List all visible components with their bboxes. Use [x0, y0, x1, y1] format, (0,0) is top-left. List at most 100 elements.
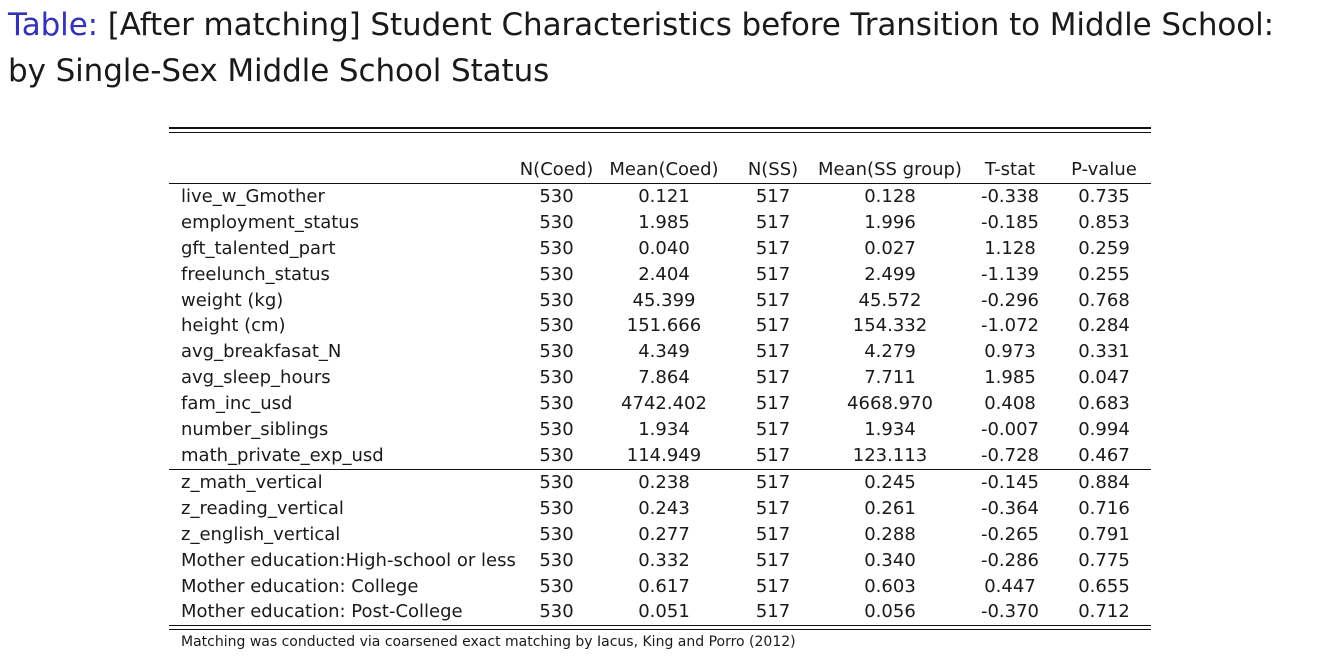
- table-cell: 530: [539, 419, 574, 441]
- table-cell: 114.949: [599, 442, 729, 470]
- table-cell: 517: [755, 549, 791, 571]
- table-cell: 1.128: [984, 237, 1036, 259]
- table-cell: 7.711: [864, 367, 916, 389]
- table-cell: 530: [539, 497, 574, 519]
- table-cell: 517: [755, 237, 791, 259]
- table-cell: 7.864: [638, 367, 690, 389]
- table-cell: 517: [755, 185, 791, 207]
- table-cell: -0.338: [980, 185, 1040, 207]
- table-cell: 1.934: [638, 419, 690, 441]
- table-cell: 530: [539, 263, 574, 285]
- row-label: avg_sleep_hours: [181, 367, 331, 389]
- table-bottom-rule: [169, 629, 1151, 631]
- table-cell: 123.113: [817, 442, 963, 470]
- table-cell: 530: [514, 599, 599, 627]
- table-row: height (cm) 530 151.666 517 154.332 -1.072 0.2…: [169, 313, 1151, 339]
- table-cell: 530: [539, 549, 574, 571]
- table-cell: 517: [755, 341, 791, 363]
- table-cell: 530: [539, 237, 574, 259]
- column-header: T-stat: [963, 157, 1057, 184]
- row-label: live_w_Gmother: [181, 185, 325, 207]
- table-cell: 1.934: [864, 419, 916, 441]
- table-cell: 517: [755, 263, 791, 285]
- table-cell: 0.245: [864, 471, 916, 493]
- results-table-container: N(Coed) Mean(Coed) N(SS) Mean(SS group) …: [169, 127, 1151, 652]
- table-cell: 0.277: [638, 523, 690, 545]
- table-cell: 0.467: [1057, 442, 1151, 470]
- table-cell: 0.994: [1078, 419, 1130, 441]
- table-cell: 0.655: [1078, 575, 1130, 597]
- table-cell: -1.072: [980, 315, 1040, 337]
- table-cell: 0.332: [638, 549, 690, 571]
- table-cell: 0.121: [638, 185, 690, 207]
- table-row: gft_talented_part 530 0.040 517 0.027 1.128 0.…: [169, 236, 1151, 262]
- table-cell: 0.040: [638, 237, 690, 259]
- table-cell: 0.768: [1078, 289, 1130, 311]
- table-cell: 530: [539, 185, 574, 207]
- table-cell: 4.349: [638, 341, 690, 363]
- table-cell: 530: [539, 471, 574, 493]
- column-header: N(Coed): [514, 157, 599, 184]
- table-row: fam_inc_usd 530 4742.402 517 4668.970 0.408 0.…: [169, 391, 1151, 417]
- row-label: employment_status: [181, 211, 360, 233]
- row-label: z_english_vertical: [181, 523, 341, 545]
- table-row: number_siblings 530 1.934 517 1.934 -0.007 0.9…: [169, 417, 1151, 443]
- table-cell: -0.728: [963, 442, 1057, 470]
- table-cell: 0.238: [638, 471, 690, 493]
- table-cell: 530: [514, 442, 599, 470]
- table-cell: -0.286: [980, 549, 1040, 571]
- table-cell: 0.027: [864, 237, 916, 259]
- column-header: P-value: [1057, 157, 1151, 184]
- table-cell: 530: [539, 289, 574, 311]
- table-cell: 0.735: [1078, 185, 1130, 207]
- table-top-rule: [169, 127, 1151, 129]
- table-note: Matching was conducted via coarsened exa…: [181, 634, 796, 651]
- table-cell: 0.716: [1078, 497, 1130, 519]
- table-top-rule-inner: [169, 132, 1151, 133]
- table-row: Mother education: Post-College 530 0.051 51…: [169, 599, 1151, 627]
- table-cell: 517: [755, 289, 791, 311]
- row-label: Mother education: College: [181, 575, 419, 597]
- table-row: z_reading_vertical 530 0.243 517 0.261 -0.364…: [169, 496, 1151, 522]
- table-cell: 0.712: [1057, 599, 1151, 627]
- row-label: height (cm): [181, 315, 286, 337]
- table-cell: -0.007: [980, 419, 1040, 441]
- table-row: avg_breakfasat_N 530 4.349 517 4.279 0.973 0.3…: [169, 339, 1151, 365]
- table-header-row: N(Coed) Mean(Coed) N(SS) Mean(SS group) …: [169, 157, 1151, 184]
- title-prefix: Table:: [8, 7, 99, 43]
- table-cell: 517: [755, 523, 791, 545]
- row-label: avg_breakfasat_N: [181, 341, 342, 363]
- table-cell: 517: [755, 367, 791, 389]
- table-cell: 0.128: [864, 185, 916, 207]
- row-label: fam_inc_usd: [181, 393, 293, 415]
- table-cell: 0.261: [864, 497, 916, 519]
- table-cell: 0.775: [1078, 549, 1130, 571]
- title-text: [After matching] Student Characteristics…: [8, 7, 1274, 89]
- table-cell: 45.399: [632, 289, 696, 311]
- table-cell: -0.265: [980, 523, 1040, 545]
- table-cell: 530: [539, 575, 574, 597]
- table-cell: 0.288: [864, 523, 916, 545]
- column-header: N(SS): [729, 157, 817, 184]
- table-cell: 517: [729, 599, 817, 627]
- row-label: weight (kg): [181, 289, 284, 311]
- row-label: gft_talented_part: [181, 237, 336, 259]
- table-row: freelunch_status 530 2.404 517 2.499 -1.139 0.…: [169, 262, 1151, 288]
- slide-title: Table: [After matching] Student Characte…: [8, 2, 1313, 94]
- table-cell: 154.332: [852, 315, 928, 337]
- table-cell: 517: [755, 471, 791, 493]
- table-cell: -0.185: [980, 211, 1040, 233]
- table-cell: 2.404: [638, 263, 690, 285]
- table-cell: 0.973: [984, 341, 1036, 363]
- table-row: math_private_exp_usd 530 114.949 517 123.113…: [169, 442, 1151, 470]
- table-cell: 151.666: [626, 315, 702, 337]
- table-cell: 530: [539, 393, 574, 415]
- table-cell: 0.683: [1078, 393, 1130, 415]
- table-cell: 4742.402: [621, 393, 707, 415]
- table-cell: 0.047: [1078, 367, 1130, 389]
- table-cell: 0.408: [984, 393, 1036, 415]
- table-cell: 0.243: [638, 497, 690, 519]
- table-row: z_english_vertical 530 0.277 517 0.288 -0.265…: [169, 522, 1151, 548]
- table-cell: 0.447: [984, 575, 1036, 597]
- table-cell: -0.364: [980, 497, 1040, 519]
